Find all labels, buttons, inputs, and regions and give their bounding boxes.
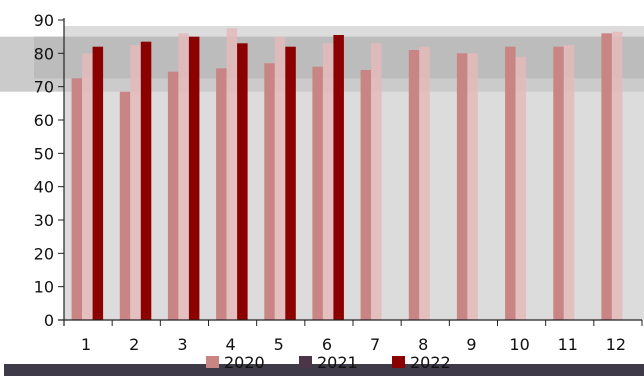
y-tick-label-60: 60 [34, 111, 54, 130]
y-tick-label-50: 50 [34, 144, 54, 163]
bar-2022-6 [333, 35, 344, 320]
y-tick-label-90: 90 [34, 11, 54, 30]
x-tick-label-1: 1 [81, 335, 91, 354]
bar-2021-5 [274, 36, 286, 320]
y-tick-label-0: 0 [44, 311, 54, 330]
bar-2021-9 [467, 53, 478, 321]
bar-2021-11 [563, 45, 575, 320]
x-tick-label-3: 3 [177, 335, 187, 354]
bar-2020-2 [119, 91, 131, 320]
x-tick-label-6: 6 [322, 335, 332, 354]
x-tick-label-9: 9 [466, 335, 476, 354]
legend-swatch-2020 [206, 356, 219, 368]
bar-2022-4 [237, 43, 248, 321]
bar-2022-1 [92, 46, 104, 320]
x-tick-label-7: 7 [370, 335, 380, 354]
bar-2020-10 [505, 46, 516, 320]
bar-2021-3 [178, 33, 189, 321]
bar-2022-2 [140, 41, 152, 320]
y-axis-ticks: 0 10 20 30 40 50 60 70 80 90 [34, 11, 64, 330]
bar-2020-12 [601, 33, 612, 321]
legend-label-2021: 2021 [317, 353, 358, 372]
bar-2020-7 [360, 70, 372, 320]
bar-2020-6 [312, 66, 323, 320]
legend: 2020 2021 2022 [206, 353, 451, 372]
legend-label-2022: 2022 [410, 353, 451, 372]
bar-2021-8 [419, 46, 430, 320]
legend-swatch-2021 [299, 356, 312, 368]
bar-2022-3 [188, 36, 200, 320]
x-tick-label-10: 10 [509, 335, 529, 354]
y-tick-label-20: 20 [34, 244, 54, 263]
bar-series-group [71, 28, 623, 321]
x-tick-label-4: 4 [225, 335, 235, 354]
x-tick-label-2: 2 [129, 335, 139, 354]
bar-2021-1 [82, 53, 93, 321]
x-tick-label-5: 5 [274, 335, 284, 354]
x-tick-label-11: 11 [558, 335, 578, 354]
bar-2020-5 [264, 63, 275, 321]
bar-2021-10 [515, 56, 527, 320]
bar-2020-9 [456, 53, 468, 321]
bar-2020-3 [167, 71, 179, 320]
x-axis-ticks: 1 2 3 4 5 6 7 8 9 10 11 12 [63, 320, 643, 354]
y-tick-label-30: 30 [34, 211, 54, 230]
bar-2021-4 [226, 28, 238, 321]
x-tick-label-8: 8 [418, 335, 428, 354]
bar-2020-11 [553, 46, 564, 320]
y-tick-label-80: 80 [34, 44, 54, 63]
bar-2021-6 [322, 43, 334, 321]
y-tick-label-70: 70 [34, 78, 54, 97]
bar-2020-8 [408, 50, 420, 320]
legend-swatch-2022 [392, 356, 405, 368]
bar-2021-12 [611, 31, 623, 320]
footer-strip [4, 364, 644, 376]
y-tick-label-40: 40 [34, 178, 54, 197]
bar-2022-5 [285, 46, 296, 320]
bar-2020-4 [216, 68, 227, 320]
x-tick-label-12: 12 [606, 335, 626, 354]
bar-2021-2 [130, 45, 141, 320]
bar-2020-1 [71, 78, 83, 320]
y-tick-label-10: 10 [34, 278, 54, 297]
bar-2021-7 [371, 43, 382, 321]
legend-label-2020: 2020 [224, 353, 265, 372]
